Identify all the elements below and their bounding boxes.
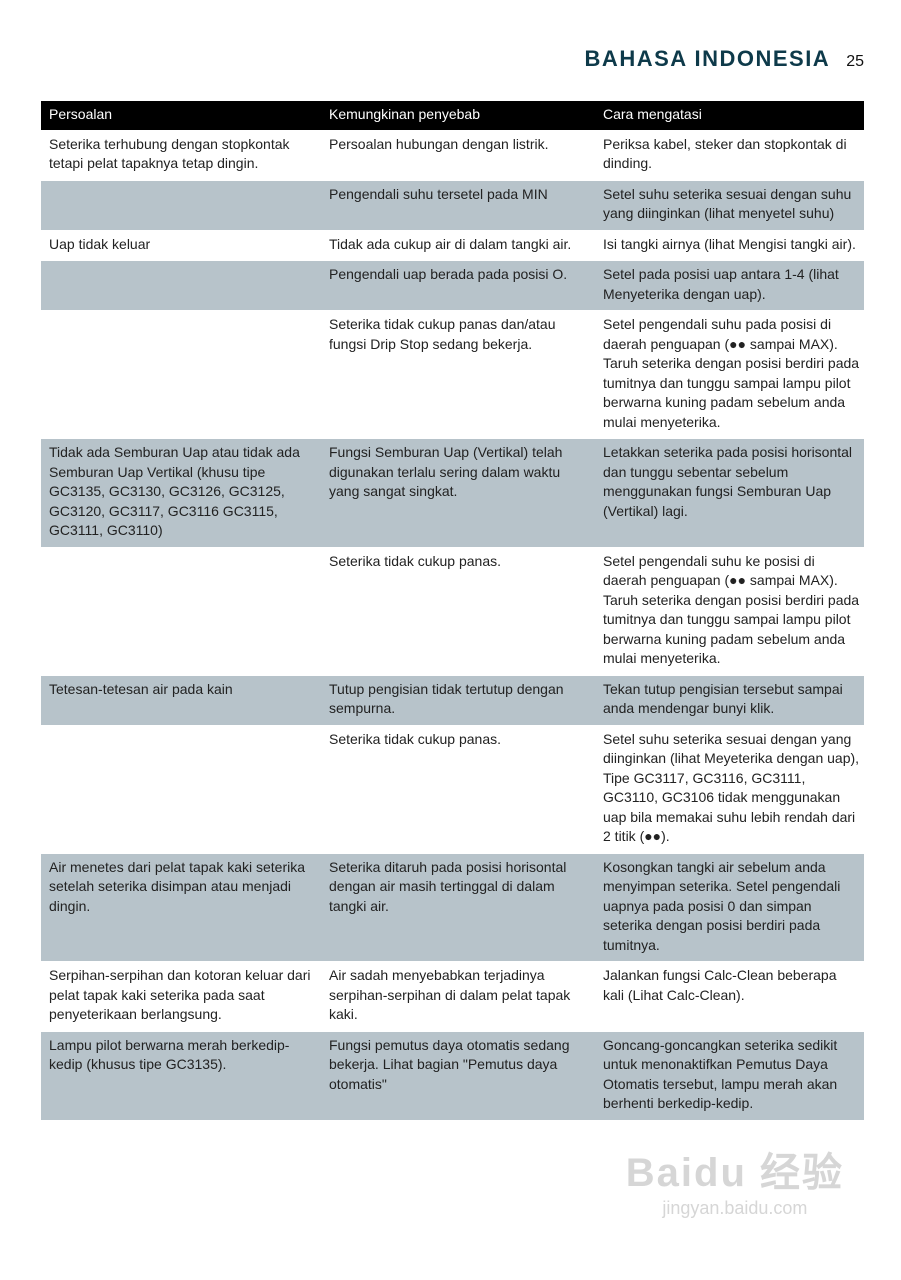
page-header: BAHASA INDONESIA 25 [41,46,864,80]
solution-cell: Letakkan seterika pada posisi horisontal… [595,438,864,547]
table-row: Seterika terhubung dengan stopkontak tet… [41,129,864,180]
table-row: Lampu pilot berwarna merah berkedip-kedi… [41,1030,864,1120]
problem-cell [41,310,321,439]
troubleshooting-table: Persoalan Kemungkinan penyebab Cara meng… [41,101,864,1120]
cause-cell: Fungsi Semburan Uap (Vertikal) telah dig… [321,438,595,547]
solution-cell: Kosongkan tangki air sebelum anda menyim… [595,852,864,962]
problem-cell [41,260,321,311]
solution-cell: Jalankan fungsi Calc-Clean beberapa kali… [595,961,864,1031]
section-title: BAHASA INDONESIA [584,46,831,71]
cause-cell: Pengendali suhu tersetel pada MIN [321,179,595,230]
solution-cell: Isi tangki airnya (lihat Mengisi tangki … [595,229,864,261]
cause-cell: Fungsi pemutus daya otomatis sedang beke… [321,1030,595,1120]
cause-cell: Tutup pengisian tidak tertutup dengan se… [321,674,595,725]
cause-cell: Seterika ditaruh pada posisi horisontal … [321,852,595,962]
solution-cell: Setel pada posisi uap antara 1-4 (lihat … [595,260,864,311]
table-row: Seterika tidak cukup panas. Setel suhu se… [41,724,864,853]
table-row: Seterika tidak cukup panas. Setel pengend… [41,546,864,675]
cause-cell: Seterika tidak cukup panas dan/atau fung… [321,310,595,439]
column-header-problem: Persoalan [41,101,321,130]
table-row: Air menetes dari pelat tapak kaki seteri… [41,852,864,962]
page: BAHASA INDONESIA 25 Persoalan Kemungkina… [41,46,864,1220]
solution-cell: Setel pengendali suhu pada posisi di dae… [595,310,864,439]
table-row: Pengendali suhu tersetel pada MIN Setel s… [41,179,864,230]
problem-cell: Uap tidak keluar [41,229,321,261]
problem-cell: Seterika terhubung dengan stopkontak tet… [41,129,321,180]
problem-cell: Serpihan-serpihan dan kotoran keluar dar… [41,961,321,1031]
cause-cell: Persoalan hubungan dengan listrik. [321,129,595,180]
watermark-logo: Baidu 经验 [625,1150,844,1195]
solution-cell: Periksa kabel, steker dan stopkontak di … [595,129,864,180]
table-row: Seterika tidak cukup panas dan/atau fung… [41,310,864,439]
problem-cell: Tetesan-tetesan air pada kain [41,674,321,725]
table-header: Persoalan Kemungkinan penyebab Cara meng… [41,101,864,130]
solution-cell: Setel pengendali suhu ke posisi di daera… [595,546,864,675]
solution-cell: Setel suhu seterika sesuai dengan suhu y… [595,179,864,230]
cause-cell: Air sadah menyebabkan terjadinya serpiha… [321,961,595,1031]
page-number: 25 [846,53,864,70]
problem-cell [41,546,321,675]
table-row: Serpihan-serpihan dan kotoran keluar dar… [41,961,864,1031]
problem-cell: Air menetes dari pelat tapak kaki seteri… [41,852,321,962]
cause-cell: Tidak ada cukup air di dalam tangki air. [321,229,595,261]
column-header-solution: Cara mengatasi [595,101,864,130]
problem-cell [41,179,321,230]
problem-cell: Lampu pilot berwarna merah berkedip-kedi… [41,1030,321,1120]
table-row: Tidak ada Semburan Uap atau tidak ada Se… [41,438,864,547]
solution-cell: Tekan tutup pengisian tersebut sampai an… [595,674,864,725]
table-row: Pengendali uap berada pada posisi O. Sete… [41,260,864,311]
column-header-cause: Kemungkinan penyebab [321,101,595,130]
watermark-url: jingyan.baidu.com [662,1197,808,1218]
table-row: Tetesan-tetesan air pada kain Tutup pengi… [41,674,864,725]
cause-cell: Seterika tidak cukup panas. [321,724,595,853]
table-row: Uap tidak keluar Tidak ada cukup air di d… [41,229,864,261]
solution-cell: Setel suhu seterika sesuai dengan yang d… [595,724,864,853]
cause-cell: Seterika tidak cukup panas. [321,546,595,675]
solution-cell: Goncang-goncangkan seterika sedikit untu… [595,1030,864,1120]
problem-cell: Tidak ada Semburan Uap atau tidak ada Se… [41,438,321,547]
problem-cell [41,724,321,853]
watermark: Baidu 经验 jingyan.baidu.com [626,1150,844,1220]
cause-cell: Pengendali uap berada pada posisi O. [321,260,595,311]
